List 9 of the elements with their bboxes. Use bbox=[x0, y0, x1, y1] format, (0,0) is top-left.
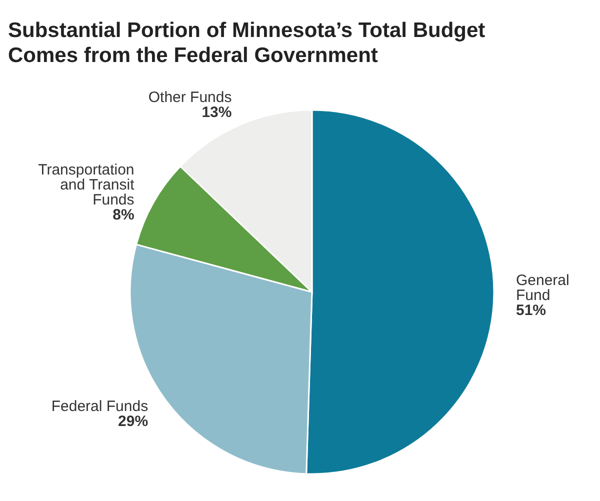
slice-label: Federal Funds bbox=[51, 398, 148, 415]
data-label: 29% bbox=[118, 412, 148, 430]
chart-title: Substantial Portion of Minnesota’s Total Budget Comes from the Federal Government bbox=[8, 19, 486, 67]
slice-label: General Fund bbox=[516, 272, 570, 304]
slice-label: Other Funds bbox=[148, 88, 232, 106]
data-label: 13% bbox=[202, 104, 232, 121]
data-label: 8% bbox=[112, 206, 134, 224]
data-label: 51% bbox=[516, 302, 546, 320]
slice-label: Transportation and Transit Funds bbox=[38, 161, 136, 208]
